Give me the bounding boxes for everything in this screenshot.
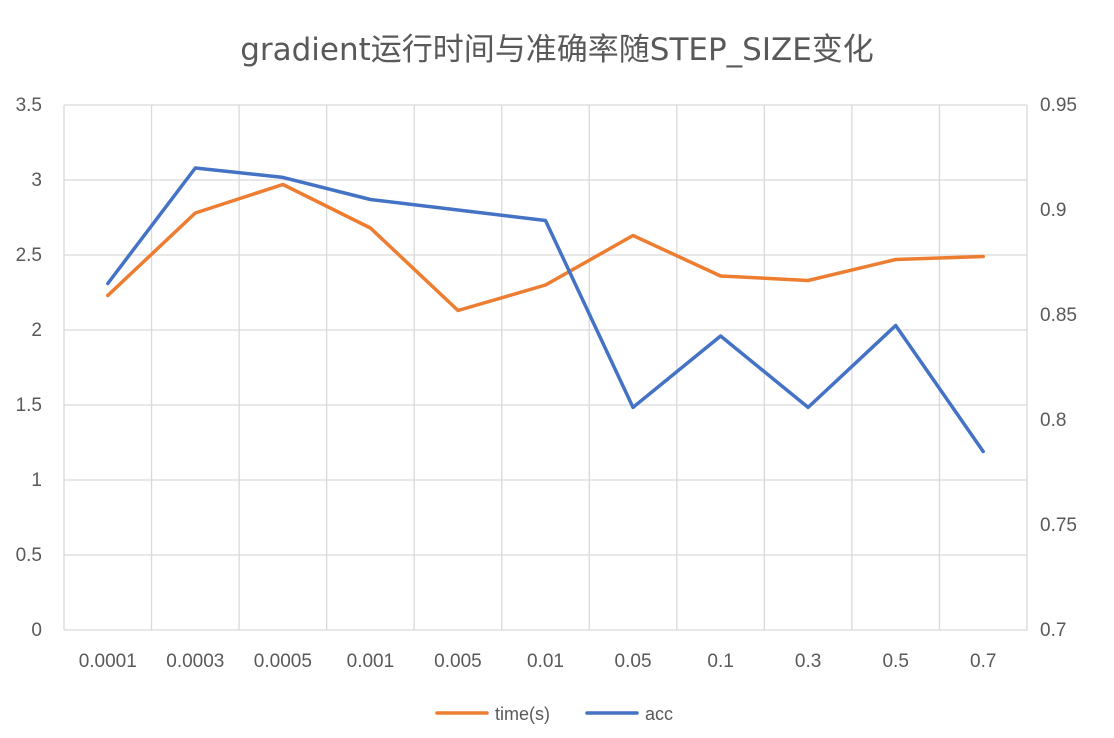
series-line-acc <box>106 166 985 454</box>
series-line-times <box>106 182 985 313</box>
x-tick-label: 0.0003 <box>166 651 224 672</box>
x-tick-label: 0.7 <box>970 651 996 672</box>
y-right-tick-label: 0.95 <box>1040 95 1077 116</box>
x-tick-label: 0.0005 <box>254 651 312 672</box>
legend-label: acc <box>645 704 673 724</box>
x-tick-label: 0.005 <box>434 651 482 672</box>
x-tick-label: 0.3 <box>795 651 821 672</box>
x-tick-label: 0.01 <box>527 651 564 672</box>
x-tick-label: 0.5 <box>882 651 908 672</box>
chart-title: gradient运行时间与准确率随STEP_SIZE变化 <box>240 32 874 68</box>
y-left-tick-label: 2 <box>31 320 42 341</box>
y-right-tick-label: 0.9 <box>1040 200 1066 221</box>
y-left-tick-label: 1.5 <box>16 395 42 416</box>
x-tick-label: 0.0001 <box>79 651 137 672</box>
y-right-tick-label: 0.7 <box>1040 620 1066 641</box>
y-left-tick-label: 3 <box>31 170 42 191</box>
y-right-tick-label: 0.75 <box>1040 515 1077 536</box>
y-left-tick-label: 2.5 <box>16 245 42 266</box>
x-tick-label: 0.05 <box>615 651 652 672</box>
y-right-tick-label: 0.8 <box>1040 410 1066 431</box>
x-tick-label: 0.001 <box>347 651 395 672</box>
y-left-tick-label: 0 <box>31 620 42 641</box>
y-right-tick-label: 0.85 <box>1040 305 1077 326</box>
y-left-tick-label: 3.5 <box>16 95 42 116</box>
y-left-tick-label: 1 <box>31 470 42 491</box>
x-tick-label: 0.1 <box>707 651 733 672</box>
legend-label: time(s) <box>495 704 550 724</box>
y-left-tick-label: 0.5 <box>16 545 42 566</box>
